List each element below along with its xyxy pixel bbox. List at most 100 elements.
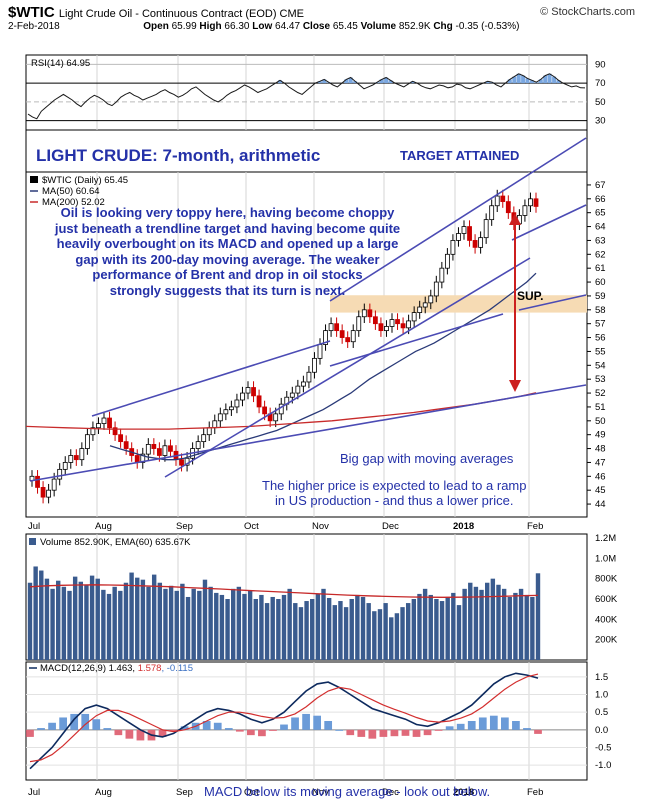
macd-hist-bar bbox=[368, 729, 377, 739]
rsi-line bbox=[27, 73, 586, 120]
volume-tick-label: 1.0M bbox=[595, 553, 616, 564]
volume-bar bbox=[72, 576, 78, 660]
macd-hist-bar bbox=[512, 721, 520, 730]
price-candle-body bbox=[406, 320, 412, 329]
price-candle-body bbox=[422, 302, 428, 308]
volume-bar bbox=[473, 586, 479, 660]
price-candle-body bbox=[46, 489, 52, 498]
target-annotation: TARGET ATTAINED bbox=[400, 148, 520, 163]
volume-bar bbox=[530, 596, 535, 660]
volume-bar bbox=[518, 588, 524, 660]
price-candle-body bbox=[334, 323, 340, 332]
legend-ma200-label: MA(200) 52.02 bbox=[42, 197, 105, 208]
macd-hist-bar bbox=[202, 721, 211, 730]
price-candle-body bbox=[384, 326, 389, 332]
volume-bar bbox=[298, 607, 304, 660]
trendline bbox=[518, 294, 587, 311]
volume-bar bbox=[411, 599, 417, 660]
price-candle-body bbox=[350, 330, 356, 343]
volume-bar bbox=[304, 601, 309, 660]
volume-bar bbox=[146, 586, 151, 660]
price-tick-label: 57 bbox=[595, 319, 606, 330]
price-tick-label: 45 bbox=[595, 485, 606, 496]
close-label: Close bbox=[302, 21, 331, 32]
volume-bar bbox=[39, 570, 44, 660]
price-candle-body bbox=[179, 459, 184, 466]
price-candle-body bbox=[57, 468, 63, 480]
x-tick-label: Jul bbox=[28, 787, 40, 798]
x-tick-label: Aug bbox=[95, 521, 112, 532]
macd-hist-bar bbox=[70, 713, 79, 730]
volume-bar bbox=[349, 599, 354, 660]
price-candle-body bbox=[439, 267, 445, 283]
x-tick-label: Feb bbox=[527, 787, 543, 798]
rsi-panel-frame bbox=[25, 54, 588, 131]
x-tick-label: Dec bbox=[382, 521, 399, 532]
price-candle-body bbox=[306, 371, 312, 383]
volume-bar bbox=[264, 603, 270, 660]
ramp-note-line: The higher price is expected to lead to … bbox=[262, 478, 527, 493]
macd-tick-label: 1.0 bbox=[595, 690, 608, 701]
price-candle-body bbox=[228, 406, 234, 411]
x-tick-label: 2018 bbox=[453, 521, 474, 532]
price-candle-body bbox=[339, 330, 345, 338]
support-band bbox=[330, 295, 587, 313]
volume-bar bbox=[67, 590, 72, 660]
volume-bar bbox=[338, 601, 343, 660]
price-candle-body bbox=[295, 385, 301, 394]
macd-hist-bar bbox=[335, 729, 344, 731]
volume-bar bbox=[372, 611, 377, 660]
macd-hist-bar bbox=[37, 728, 45, 730]
volume-bar bbox=[513, 592, 518, 660]
volume-bar bbox=[236, 586, 242, 660]
macd-hist-bar bbox=[445, 726, 454, 730]
macd-hist-bar bbox=[313, 715, 321, 730]
price-candle-body bbox=[206, 427, 212, 436]
volume-bar bbox=[118, 590, 123, 660]
volume-bar bbox=[366, 603, 371, 660]
volume-value: 852.9K bbox=[398, 21, 431, 32]
price-candle-body bbox=[389, 319, 395, 327]
price-candle-body bbox=[417, 306, 423, 313]
macd-hist-value: , -0.115 bbox=[161, 663, 193, 674]
macd-hist-bar bbox=[467, 721, 476, 730]
volume-bar bbox=[287, 588, 292, 660]
price-tick-label: 58 bbox=[595, 305, 606, 316]
price-panel-frame bbox=[25, 129, 588, 518]
legend-ma50-label: MA(50) 60.64 bbox=[42, 186, 100, 197]
macd-hist-bar bbox=[401, 729, 410, 736]
volume-bar bbox=[123, 582, 129, 660]
commentary-line: performance of Brent and drop in oil sto… bbox=[92, 267, 363, 282]
macd-hist-bar bbox=[357, 729, 366, 737]
price-tick-label: 64 bbox=[595, 222, 606, 233]
price-candle-body bbox=[168, 445, 173, 452]
volume-bar bbox=[389, 617, 394, 660]
price-candle-body bbox=[483, 219, 489, 239]
x-tick-label: Oct bbox=[244, 521, 259, 532]
ramp-note: The higher price is expected to lead to … bbox=[262, 478, 526, 508]
volume-bar bbox=[84, 584, 89, 660]
price-candle-body bbox=[328, 323, 334, 332]
volume-bar bbox=[439, 601, 445, 660]
volume-bar bbox=[377, 609, 383, 660]
price-candle-body bbox=[533, 198, 539, 207]
price-candle-body bbox=[96, 423, 101, 429]
volume-bar bbox=[259, 594, 264, 660]
price-candle-body bbox=[500, 195, 506, 202]
macd-tick-label: 0.0 bbox=[595, 725, 608, 736]
volume-bar bbox=[293, 603, 298, 660]
ma200-line bbox=[25, 392, 537, 430]
ramp-note-line: in US production - and thus a lower pric… bbox=[275, 493, 514, 508]
trendline bbox=[91, 340, 331, 417]
volume-tick-label: 200K bbox=[595, 635, 618, 646]
macd-hist-bar bbox=[169, 729, 178, 732]
price-candle-body bbox=[195, 441, 201, 449]
volume-bar bbox=[355, 594, 360, 660]
volume-label: Volume 852.90K, EMA(60) 635.67K bbox=[40, 537, 191, 548]
price-tick-label: 59 bbox=[595, 291, 606, 302]
macd-hist-bar bbox=[346, 729, 355, 736]
chart-symbol[interactable]: $WTIC Light Crude Oil - Continuous Contr… bbox=[8, 4, 304, 21]
volume-bar bbox=[360, 596, 366, 660]
volume-bar bbox=[151, 574, 157, 660]
rsi-label: RSI(14) 64.95 bbox=[31, 58, 90, 69]
